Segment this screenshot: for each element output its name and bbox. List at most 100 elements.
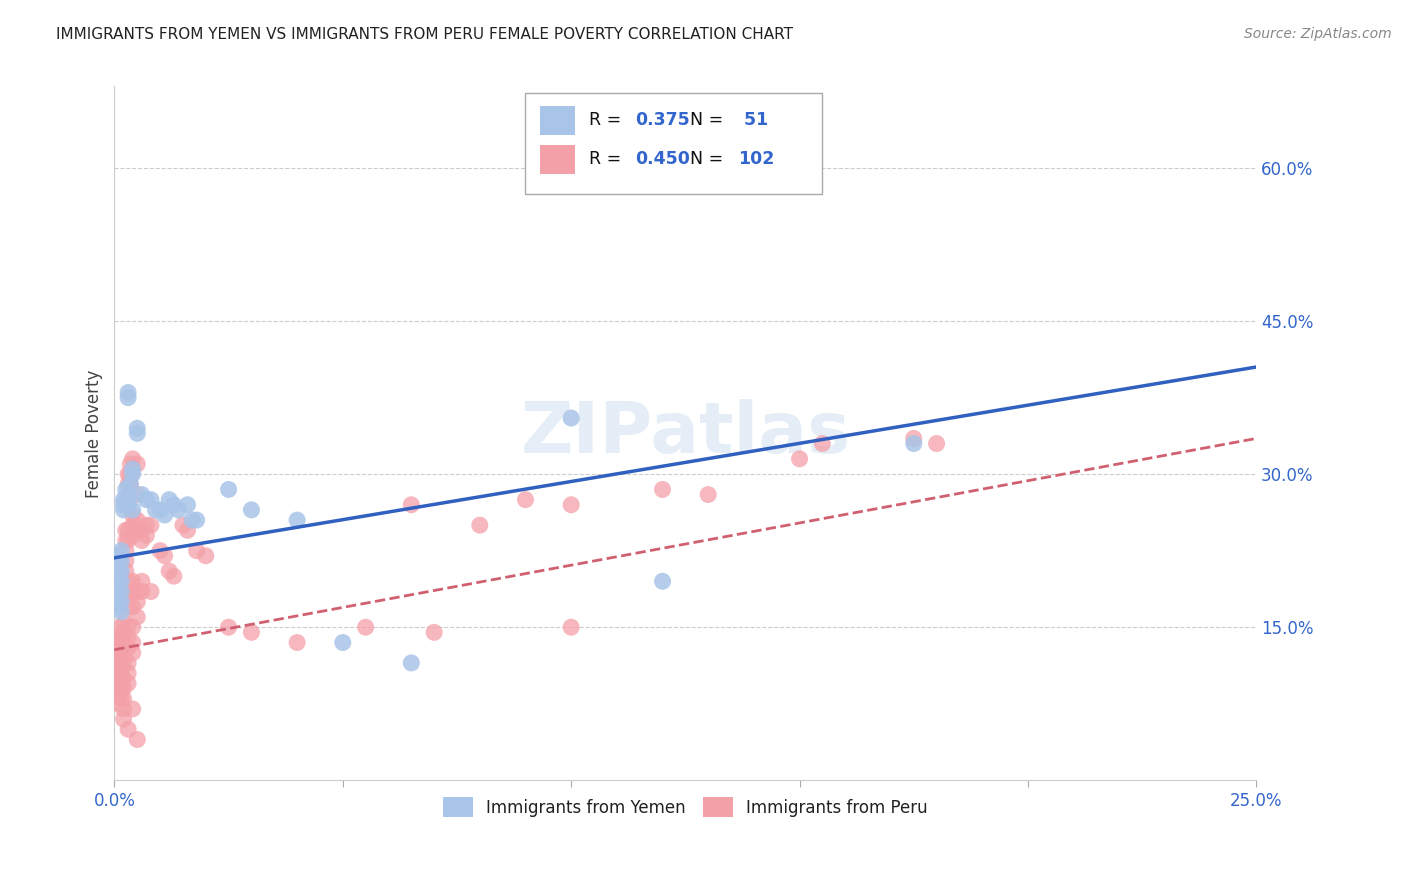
Point: [651, 166, 673, 180]
Point: [332, 635, 354, 649]
Point: [149, 503, 172, 517]
Point: [117, 656, 139, 670]
Point: [515, 492, 537, 507]
Point: [176, 498, 198, 512]
Point: [127, 584, 149, 599]
Point: [112, 671, 135, 685]
Text: IMMIGRANTS FROM YEMEN VS IMMIGRANTS FROM PERU FEMALE POVERTY CORRELATION CHART: IMMIGRANTS FROM YEMEN VS IMMIGRANTS FROM…: [56, 27, 793, 42]
Point: [110, 631, 132, 645]
Point: [110, 620, 132, 634]
Point: [131, 584, 153, 599]
Point: [285, 635, 308, 649]
Point: [117, 487, 139, 501]
Point: [121, 646, 143, 660]
Point: [117, 477, 139, 491]
Point: [114, 564, 136, 578]
Point: [112, 681, 135, 696]
Point: [112, 498, 135, 512]
Point: [117, 631, 139, 645]
Point: [114, 543, 136, 558]
Point: [112, 492, 135, 507]
Point: [153, 508, 176, 522]
Point: [131, 533, 153, 548]
Point: [121, 574, 143, 589]
Point: [131, 574, 153, 589]
Point: [127, 732, 149, 747]
Point: [167, 503, 190, 517]
Point: [131, 523, 153, 537]
Point: [110, 584, 132, 599]
Point: [903, 432, 925, 446]
Point: [108, 681, 131, 696]
Text: R =: R =: [589, 111, 627, 128]
Point: [110, 564, 132, 578]
Point: [181, 513, 204, 527]
Point: [186, 513, 208, 527]
Point: [121, 620, 143, 634]
Point: [112, 503, 135, 517]
Point: [354, 620, 377, 634]
Point: [789, 451, 811, 466]
Point: [110, 661, 132, 675]
Point: [121, 702, 143, 716]
Point: [176, 523, 198, 537]
Point: [110, 605, 132, 619]
Point: [121, 599, 143, 614]
Point: [108, 656, 131, 670]
Point: [163, 498, 186, 512]
Point: [127, 426, 149, 441]
Point: [172, 518, 194, 533]
Y-axis label: Female Poverty: Female Poverty: [86, 369, 103, 498]
Point: [121, 635, 143, 649]
Point: [560, 498, 582, 512]
Point: [117, 498, 139, 512]
Point: [108, 666, 131, 681]
Point: [139, 584, 162, 599]
Point: [127, 513, 149, 527]
Point: [121, 503, 143, 517]
Bar: [540, 145, 575, 175]
Point: [112, 625, 135, 640]
Text: 51: 51: [738, 111, 768, 128]
Point: [108, 697, 131, 711]
Point: [121, 508, 143, 522]
Point: [186, 543, 208, 558]
Text: 0.375: 0.375: [636, 111, 690, 128]
Point: [120, 477, 142, 491]
Point: [114, 554, 136, 568]
Point: [110, 650, 132, 665]
Point: [117, 467, 139, 482]
Point: [108, 635, 131, 649]
Point: [112, 712, 135, 726]
Text: 0.450: 0.450: [636, 150, 690, 169]
Point: [925, 436, 948, 450]
Point: [697, 487, 720, 501]
Text: ZIPatlas: ZIPatlas: [520, 399, 851, 467]
Point: [108, 671, 131, 685]
Point: [240, 503, 263, 517]
Point: [108, 574, 131, 589]
Point: [114, 483, 136, 497]
Point: [218, 620, 240, 634]
Point: [811, 436, 834, 450]
Point: [117, 574, 139, 589]
Point: [117, 599, 139, 614]
Bar: [540, 106, 575, 135]
Point: [117, 523, 139, 537]
Point: [108, 554, 131, 568]
Point: [127, 595, 149, 609]
Point: [117, 385, 139, 400]
Point: [121, 462, 143, 476]
Point: [131, 487, 153, 501]
Point: [153, 549, 176, 563]
Point: [108, 584, 131, 599]
Point: [110, 671, 132, 685]
Point: [127, 487, 149, 501]
Point: [120, 467, 142, 482]
Point: [560, 411, 582, 425]
Point: [108, 631, 131, 645]
Point: [240, 625, 263, 640]
Point: [145, 503, 167, 517]
Point: [163, 569, 186, 583]
Point: [127, 421, 149, 435]
